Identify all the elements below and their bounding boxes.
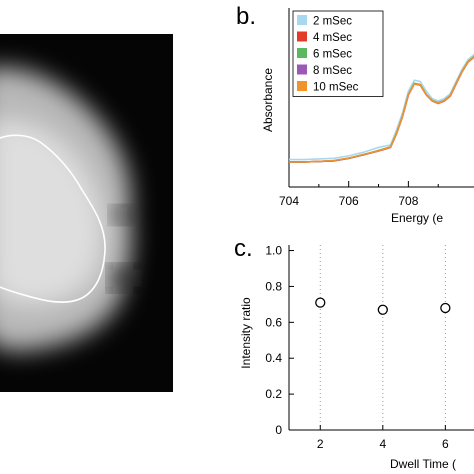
- y-tick-label: 1.0: [265, 244, 282, 258]
- micrograph-panel: [0, 34, 173, 392]
- x-tick-label: 704: [279, 194, 299, 208]
- micrograph-dark-notch: [113, 208, 133, 222]
- x-tick-label: 706: [339, 194, 359, 208]
- y-tick-label: 0.2: [265, 387, 282, 401]
- legend-swatch: [297, 15, 307, 25]
- x-tick-label: 6: [442, 437, 449, 451]
- panel-c-letter: c.: [234, 235, 253, 262]
- legend-swatch: [297, 81, 307, 91]
- y-tick-label: 0.4: [265, 351, 282, 365]
- legend-label: 10 mSec: [313, 82, 359, 94]
- legend-label: 8 mSec: [313, 65, 352, 77]
- x-axis-title: Energy (e: [391, 211, 443, 225]
- micrograph-dark-notch-2: [112, 268, 134, 288]
- y-tick-label: 0.8: [265, 279, 282, 293]
- data-point: [315, 297, 326, 308]
- y-axis-title: Intensity ratio: [239, 297, 253, 369]
- legend-swatch: [297, 31, 307, 42]
- data-point: [377, 304, 388, 315]
- legend-label: 6 mSec: [313, 49, 352, 61]
- y-tick-label: 0: [275, 423, 282, 437]
- x-axis-title: Dwell Time (: [390, 457, 456, 471]
- legend-swatch: [297, 48, 307, 58]
- x-tick-label: 708: [398, 194, 418, 208]
- y-tick-label: 0.6: [265, 315, 282, 329]
- absorbance-chart: 704 706 708 Energy (e Absorbance 2 mSec 4 mSec…: [261, 8, 474, 225]
- legend-label: 2 mSec: [313, 16, 352, 28]
- series-line-10-msec: [289, 55, 474, 163]
- intensity-ratio-chart: 2 4 6 0 0.2 0.4 0.6 0.8 1.0 Intensity ratio Dwell …: [239, 244, 474, 471]
- x-tick-label: 2: [317, 437, 324, 451]
- x-tick-label: 4: [379, 437, 386, 451]
- legend-swatch: [297, 64, 307, 75]
- legend-box: [292, 10, 384, 97]
- y-axis-title: Absorbance: [261, 68, 275, 132]
- micrograph-core: [0, 119, 104, 305]
- micrograph-outline: [0, 134, 106, 303]
- legend-label: 4 mSec: [313, 32, 352, 44]
- panel-b-letter: b.: [236, 3, 256, 30]
- data-point: [440, 302, 451, 314]
